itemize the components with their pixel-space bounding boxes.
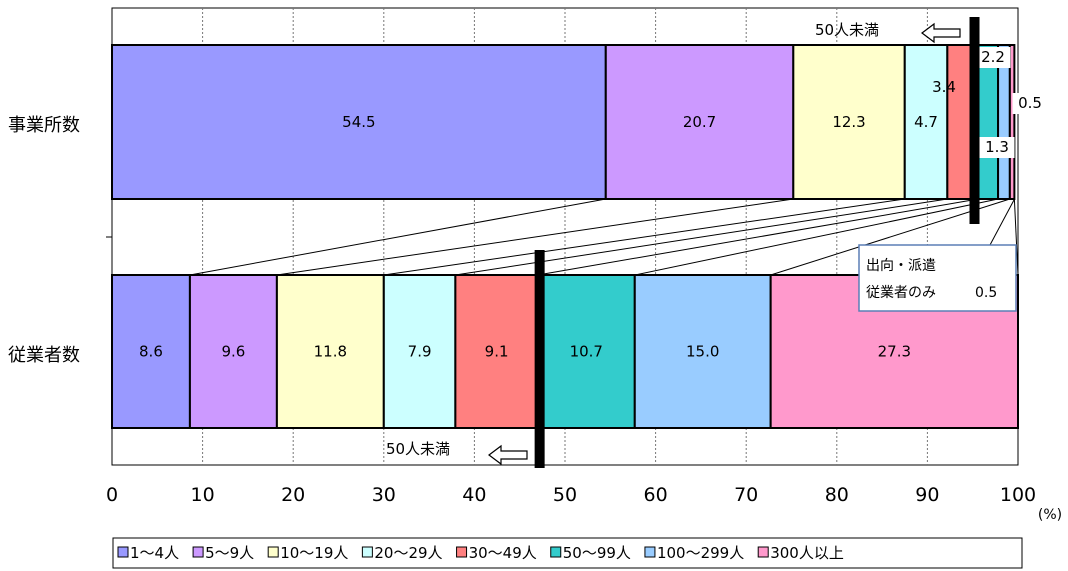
under-50-divider [969, 17, 980, 224]
legend-swatch [757, 546, 769, 558]
data-label-background [1012, 93, 1048, 114]
legend-label: 50～99人 [563, 544, 631, 562]
data-label: 9.1 [485, 343, 509, 361]
left-arrow-icon [488, 444, 528, 466]
bar-segment [188, 274, 278, 429]
data-label: 0.5 [1018, 94, 1042, 112]
x-tick-label: 30 [372, 484, 396, 506]
x-tick-label: 20 [281, 484, 305, 506]
dispatched-label: 従業者のみ [866, 285, 936, 301]
legend-swatch [192, 546, 204, 558]
connector-line [537, 198, 979, 276]
legend-label: 100～299人 [657, 544, 744, 562]
legend-swatch [267, 546, 279, 558]
x-tick-label: 80 [825, 484, 849, 506]
data-label: 9.6 [221, 343, 245, 361]
legend-label: 1～4人 [130, 544, 179, 562]
bar-segment [536, 274, 636, 429]
legend: 1～4人 5～9人 10～19人 20～29人 30～49人 50～99人 100～299人… [112, 537, 1023, 569]
connector-line [189, 198, 606, 276]
data-label: 10.7 [570, 343, 603, 361]
legend-label: 300人以上 [770, 544, 844, 562]
data-label: 8.6 [139, 343, 163, 361]
bar-segment [454, 274, 539, 429]
callout-leader-line [989, 199, 1015, 246]
connector-line [276, 198, 794, 276]
connector-line [634, 198, 999, 276]
x-axis-tick-labels: 0 10 20 30 40 50 60 70 80 90 100 [106, 484, 1036, 506]
bar-segment [792, 44, 906, 200]
x-tick-label: 10 [191, 484, 215, 506]
legend-label: 30～49人 [469, 544, 537, 562]
left-arrow-icon [921, 22, 961, 44]
under-50-divider [534, 250, 545, 468]
legend-label: 20～29人 [374, 544, 442, 562]
data-label: 4.7 [914, 113, 938, 131]
data-label-background [975, 47, 1011, 68]
category-label: 事業所数 [8, 115, 80, 136]
dispatched-label: 出向・派遣 [866, 258, 936, 274]
data-label-background [979, 137, 1015, 158]
connector-line [1013, 198, 1019, 276]
legend-label: 10～19人 [280, 544, 348, 562]
x-tick-label: 90 [915, 484, 939, 506]
bar-segment [997, 44, 1011, 200]
under-50-label: 50人未満 [386, 440, 450, 458]
data-label: 27.3 [878, 343, 911, 361]
bar-segment [111, 44, 607, 200]
x-tick-label: 70 [734, 484, 758, 506]
x-tick-label: 100 [1000, 484, 1036, 506]
x-tick-label: 0 [106, 484, 118, 506]
data-label: 7.9 [408, 343, 432, 361]
legend-swatch [644, 546, 656, 558]
legend-swatch [117, 546, 129, 558]
bar-segment [977, 44, 1000, 200]
bar-segment [111, 274, 191, 429]
data-label: 1.3 [985, 138, 1009, 156]
bar-segment [604, 44, 795, 200]
x-tick-label: 60 [644, 484, 668, 506]
data-label: 12.3 [832, 113, 865, 131]
bar-segment [633, 274, 772, 429]
data-label: 3.4 [932, 78, 956, 96]
data-label: 2.2 [981, 48, 1005, 66]
legend-label: 5～9人 [205, 544, 254, 562]
bar-segment [382, 274, 457, 429]
legend-swatch [456, 546, 468, 558]
legend-swatch [361, 546, 373, 558]
bar-segment [275, 274, 385, 429]
bars: 54.5 20.7 12.3 4.7 3.4 2.2 1.3 0.5 8.6 9.6 11.8 7.9… [111, 44, 1048, 429]
dispatched-callout [858, 244, 1017, 312]
data-label: 15.0 [686, 343, 719, 361]
unit-label: (%) [1038, 507, 1062, 523]
dispatched-value: 0.5 [975, 285, 997, 301]
legend-swatch [550, 546, 562, 558]
data-label: 11.8 [314, 343, 347, 361]
data-label: 20.7 [683, 113, 716, 131]
legend-box [112, 537, 1023, 569]
x-tick-label: 50 [553, 484, 577, 506]
under-50-label: 50人未満 [815, 21, 879, 39]
category-label: 従業者数 [8, 345, 80, 366]
x-tick-label: 40 [462, 484, 486, 506]
under-50-dividers [534, 17, 980, 468]
connector-line [383, 198, 905, 276]
data-label: 54.5 [342, 113, 375, 131]
bar-segment [1008, 44, 1016, 200]
